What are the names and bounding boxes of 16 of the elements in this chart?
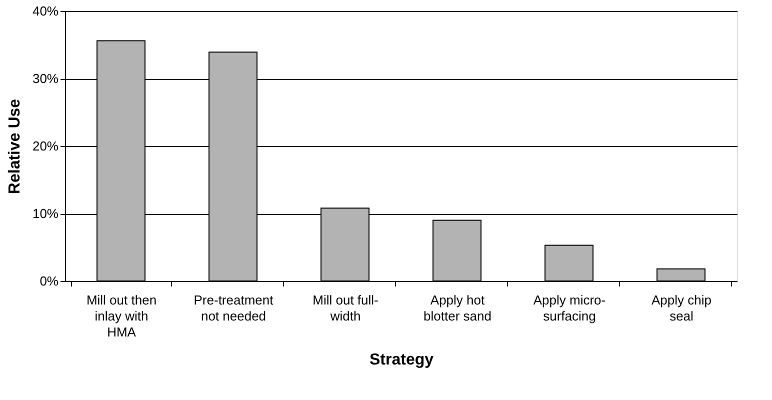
bar: [656, 268, 706, 282]
y-tick-label: 30%: [32, 71, 59, 86]
x-tick-label: Pre-treatment not needed: [194, 292, 274, 324]
y-tick-label: 20%: [32, 138, 59, 154]
y-tick-label: 0%: [40, 274, 59, 288]
y-tick-label: 10%: [32, 206, 59, 221]
x-axis-title: Strategy: [369, 352, 434, 368]
bar: [432, 220, 482, 282]
x-tick-label: Apply hot blotter sand: [424, 292, 492, 324]
x-tick-label: Apply chip seal: [652, 292, 712, 324]
x-tick-label: Apply micro-surfacing: [533, 292, 606, 324]
y-axis-title: Relative Use: [6, 98, 24, 194]
bar: [544, 244, 594, 282]
y-tick-label: 40%: [32, 4, 59, 18]
x-tick-label: Mill out then inlay with HMA: [86, 292, 157, 340]
x-tick-label: Mill out full-width: [312, 292, 378, 324]
